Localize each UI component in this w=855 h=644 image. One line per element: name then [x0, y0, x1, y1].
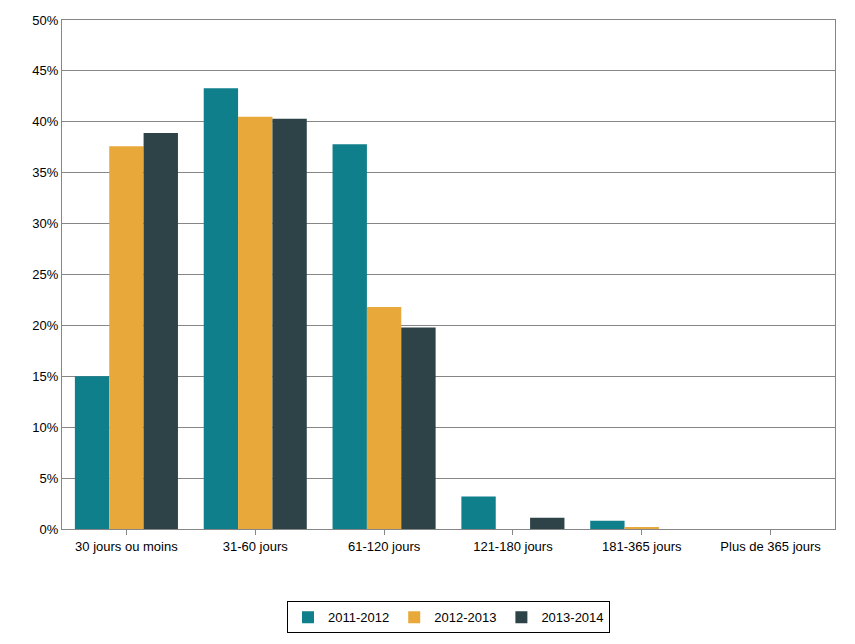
svg-text:30%: 30%: [32, 216, 58, 231]
svg-text:2012-2013: 2012-2013: [434, 610, 496, 625]
svg-text:35%: 35%: [32, 165, 58, 180]
svg-text:30 jours ou moins: 30 jours ou moins: [75, 539, 178, 554]
svg-text:61-120 jours: 61-120 jours: [348, 539, 421, 554]
svg-text:20%: 20%: [32, 318, 58, 333]
svg-text:15%: 15%: [32, 369, 58, 384]
svg-text:181-365 jours: 181-365 jours: [602, 539, 682, 554]
svg-text:0%: 0%: [40, 522, 59, 537]
svg-text:2013-2014: 2013-2014: [541, 610, 603, 625]
svg-text:45%: 45%: [32, 63, 58, 78]
svg-text:2011-2012: 2011-2012: [328, 610, 389, 625]
svg-text:25%: 25%: [32, 267, 58, 282]
svg-text:5%: 5%: [40, 471, 59, 486]
svg-text:Plus de 365 jours: Plus de 365 jours: [720, 539, 821, 554]
svg-text:10%: 10%: [32, 420, 58, 435]
svg-text:50%: 50%: [32, 13, 58, 28]
svg-text:31-60 jours: 31-60 jours: [223, 539, 289, 554]
svg-text:40%: 40%: [32, 114, 58, 129]
svg-text:121-180 jours: 121-180 jours: [473, 539, 553, 554]
